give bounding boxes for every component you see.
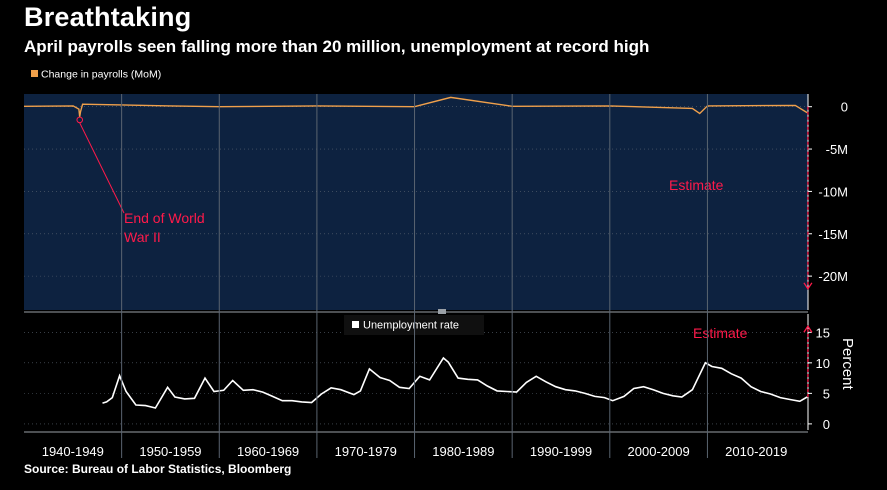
payrolls-tick-label: -20M: [818, 269, 848, 284]
x-tick-label: 2010-2019: [725, 444, 787, 459]
unemployment-line: [102, 356, 808, 409]
payrolls-legend-label: Change in payrolls (MoM): [41, 69, 161, 81]
payrolls-line: [23, 96, 808, 118]
x-tick-label: 1940-1949: [42, 444, 104, 459]
x-tick-label: 1950-1959: [139, 444, 201, 459]
payrolls-tick-label: -10M: [818, 184, 848, 199]
x-axis-decades: 1940-1949 1950-1959 1960-1969 1970-1979 1980…: [42, 94, 787, 459]
unemployment-legend-swatch: [352, 321, 359, 328]
payrolls-series: [23, 96, 808, 118]
x-tick-label: 1980-1989: [432, 444, 494, 459]
x-tick-label: 1990-1999: [530, 444, 592, 459]
unemployment-tick-label: 5: [823, 386, 830, 401]
source-note: Source: Bureau of Labor Statistics, Bloo…: [24, 462, 292, 476]
unemployment-legend-label: Unemployment rate: [363, 320, 459, 332]
unemployment-y-label: Percent: [839, 338, 856, 391]
x-tick-label: 1970-1979: [335, 444, 397, 459]
payrolls-y-axis: 0 -5M -10M -15M -20M: [807, 94, 848, 310]
chart-title: Breathtaking: [24, 2, 192, 32]
payrolls-estimate-arrowhead: [803, 282, 813, 290]
unemployment-grid: [24, 332, 808, 425]
unemployment-tick-label: 15: [816, 325, 830, 340]
unemployment-legend-bg: [344, 315, 484, 335]
ww2-annotation-line-1: End of World: [124, 210, 205, 226]
ww2-annotation-line-2: War II: [124, 229, 161, 245]
unemployment-tick-label: 10: [816, 356, 830, 371]
x-tick-label: 2000-2009: [628, 444, 690, 459]
ww2-annotation-marker: [76, 116, 84, 124]
payrolls-legend-swatch: [31, 70, 38, 77]
unemployment-series: [102, 356, 808, 409]
unemployment-tick-label: 0: [823, 417, 830, 432]
separator-handle: [438, 309, 446, 314]
chart-subtitle: April payrolls seen falling more than 20…: [24, 37, 650, 56]
unemployment-estimate-arrowhead: [803, 325, 813, 333]
payrolls-tick-label: 0: [841, 100, 848, 115]
payrolls-tick-label: -5M: [826, 142, 848, 157]
payrolls-estimate-label: Estimate: [669, 177, 724, 193]
ww2-annotation-arrow: [79, 122, 125, 214]
payrolls-panel-bg: [24, 94, 808, 310]
x-tick-label: 1960-1969: [237, 444, 299, 459]
payrolls-annotations: End of World War II Estimate: [76, 106, 813, 290]
payrolls-tick-label: -15M: [818, 227, 848, 242]
unemployment-estimate-label: Estimate: [693, 325, 748, 341]
